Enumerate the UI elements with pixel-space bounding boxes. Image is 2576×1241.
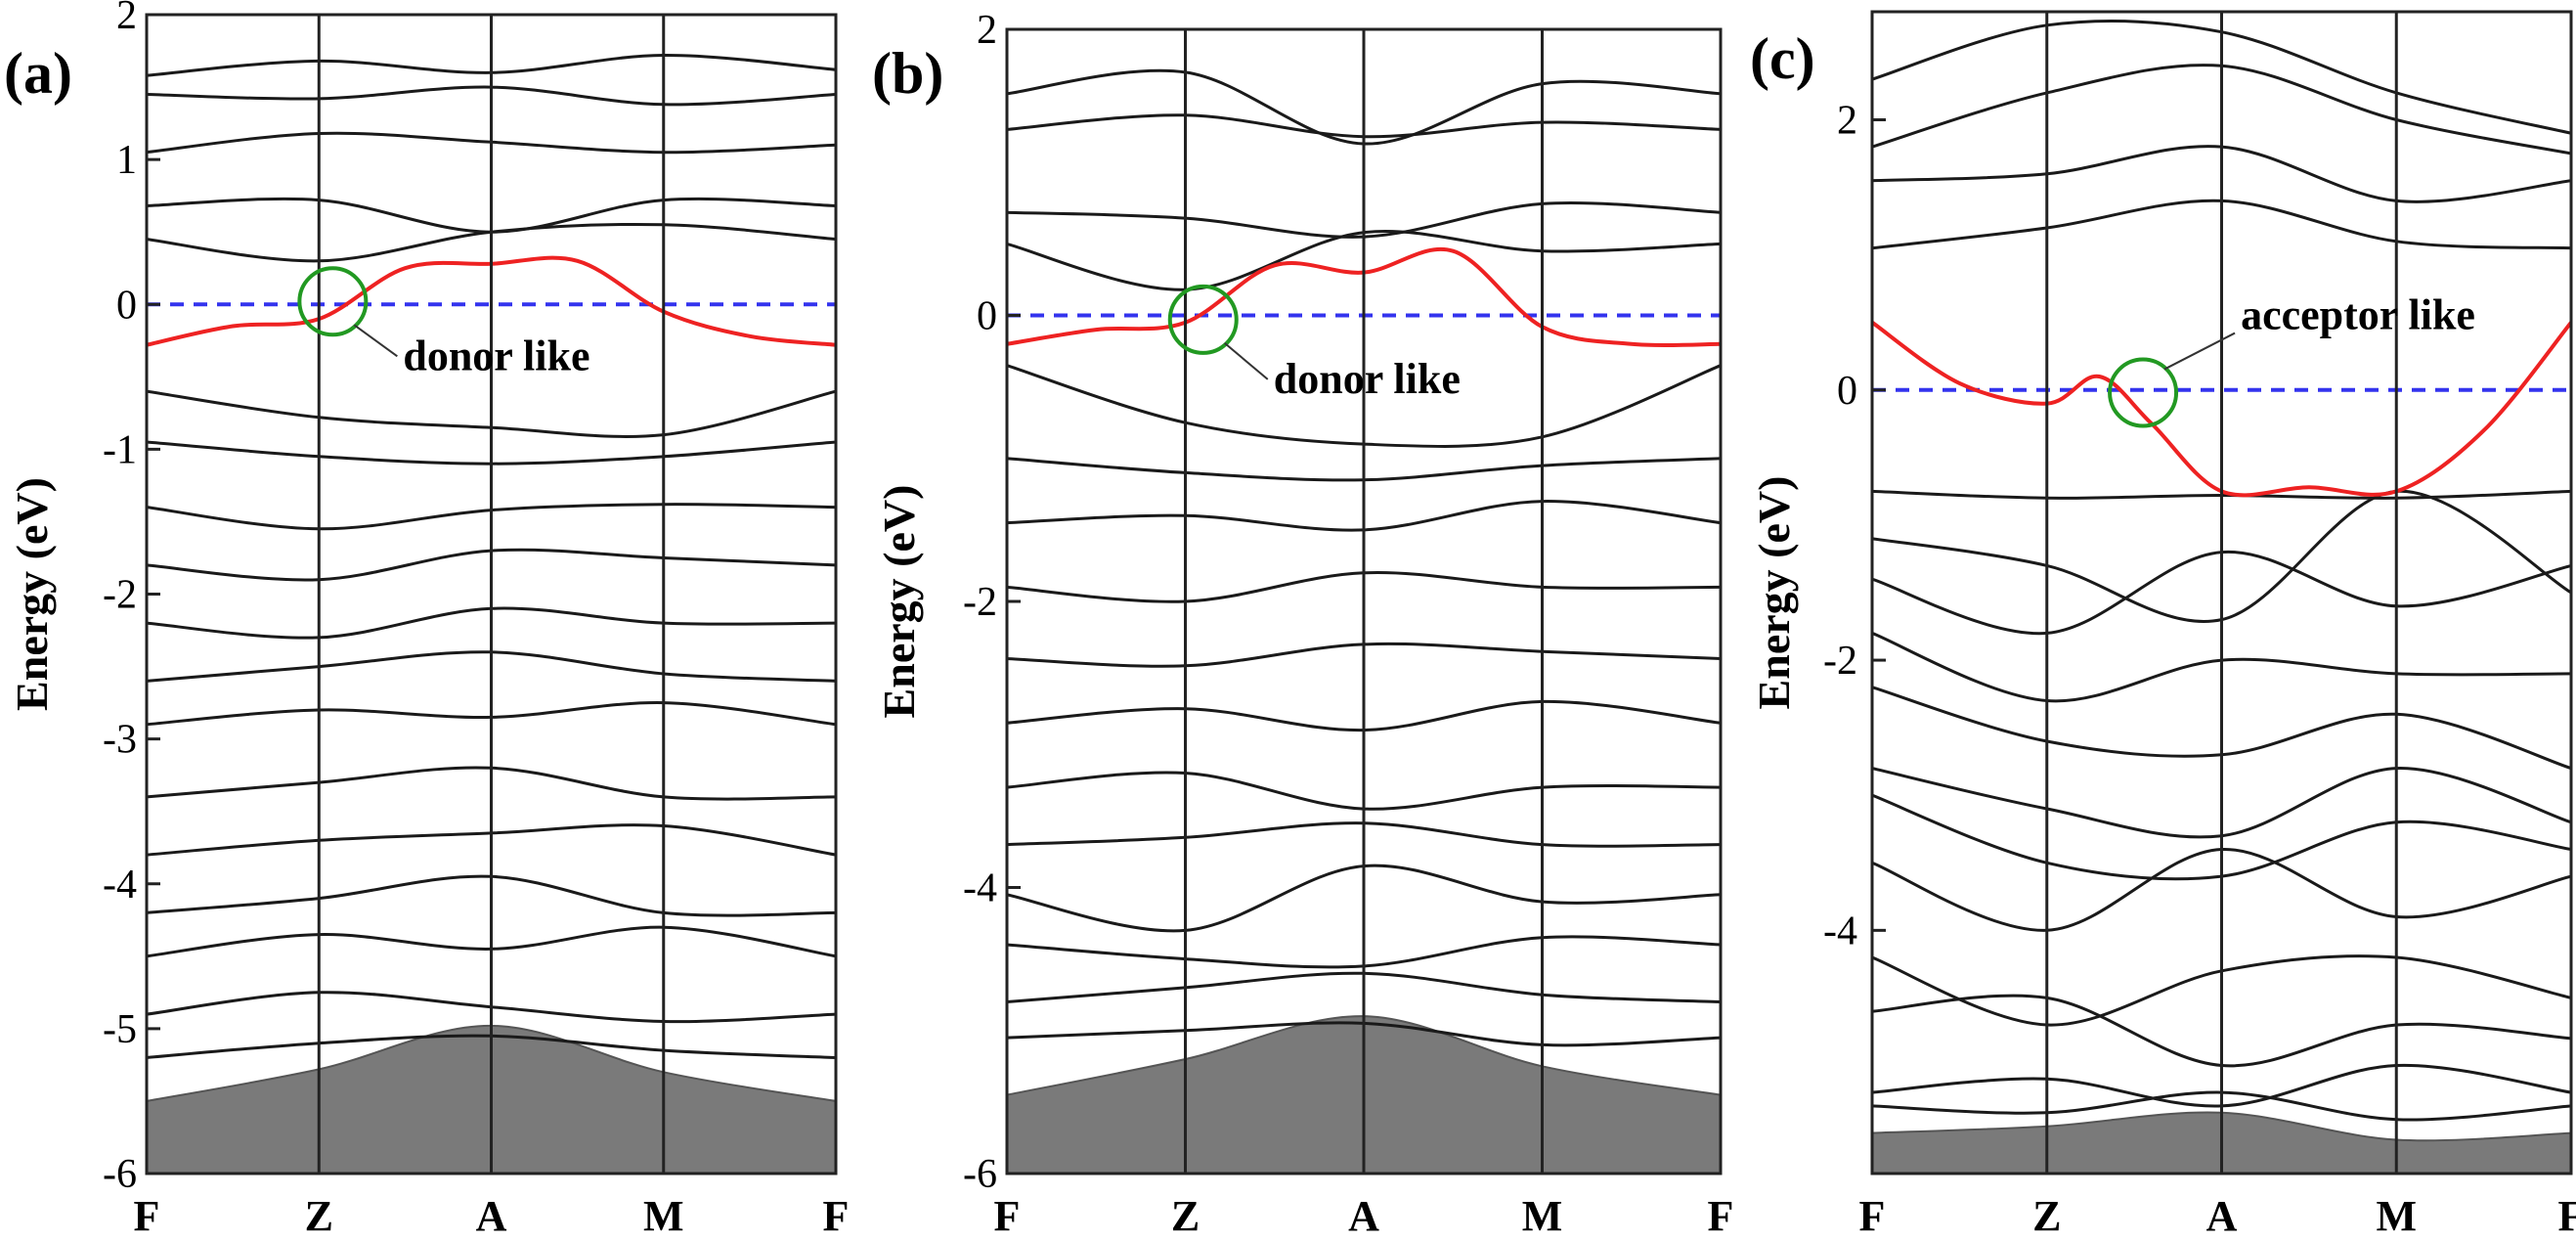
panel-frame: [1870, 10, 2573, 1175]
y-tick-label: 2: [1837, 99, 1857, 144]
x-tick-label: F: [823, 1192, 850, 1240]
x-tick-label: M: [1522, 1192, 1563, 1240]
panel-label: (b): [872, 41, 943, 106]
y-tick-label: 2: [977, 8, 997, 53]
highlight-circle: [2108, 357, 2179, 428]
x-tick-label: F: [1859, 1192, 1886, 1240]
annotation-text: donor like: [403, 332, 589, 379]
y-tick-label: -4: [963, 866, 997, 911]
x-tick-label: A: [476, 1192, 507, 1240]
y-tick-label: 0: [1837, 369, 1857, 414]
y-tick-label: -3: [103, 718, 137, 763]
y-tick-label: 0: [977, 294, 997, 339]
x-tick-label: A: [2206, 1192, 2238, 1240]
y-tick-label: -2: [963, 580, 997, 625]
panel-label: (a): [4, 41, 72, 106]
panel-1: -6 -5 -4 -3 -2 -1 0 1 2 F Z A M F Energy (eV) (a) donor …: [4, 0, 849, 1240]
x-tick-label: M: [2376, 1192, 2417, 1240]
panel-label: (c): [1750, 26, 1815, 91]
annotation-leader: [2163, 332, 2236, 371]
annotation-text: acceptor like: [2241, 291, 2475, 339]
panel-2: -6 -4 -2 0 2 F Z A M F Energy (eV) (b) donor like: [872, 8, 1733, 1240]
x-tick-label: Z: [2032, 1192, 2061, 1240]
y-tick-label: -4: [1823, 909, 1857, 953]
y-tick-label: 1: [116, 138, 137, 183]
x-tick-label: F: [994, 1192, 1021, 1240]
x-tick-label: F: [1708, 1192, 1734, 1240]
annotation-leader: [1224, 342, 1269, 380]
y-axis-label: Energy (eV): [1749, 476, 1799, 710]
x-tick-label: M: [643, 1192, 684, 1240]
x-tick-label: A: [1348, 1192, 1379, 1240]
x-tick-label: Z: [1171, 1192, 1200, 1240]
y-tick-label: -2: [1823, 639, 1857, 684]
y-tick-label: -6: [103, 1152, 137, 1197]
y-tick-label: -2: [103, 573, 137, 618]
y-tick-label: 2: [116, 0, 137, 38]
x-tick-label: F: [134, 1192, 160, 1240]
annotation-leader: [353, 324, 398, 358]
panel-3: -4 -2 0 2 F Z A M F Energy (eV) (c) acceptor like: [1749, 10, 2576, 1240]
y-tick-label: -6: [963, 1152, 997, 1197]
defect-band-line: [1872, 321, 2571, 498]
y-tick-label: -4: [103, 863, 137, 908]
x-tick-label: Z: [305, 1192, 333, 1240]
highlight-circle: [1167, 284, 1239, 355]
y-tick-label: -5: [103, 1007, 137, 1052]
y-tick-label: 0: [116, 283, 137, 328]
y-tick-label: -1: [103, 427, 137, 472]
x-tick-label: F: [2558, 1192, 2576, 1240]
y-axis-label: Energy (eV): [874, 485, 924, 719]
y-axis-label: Energy (eV): [7, 477, 57, 711]
annotation-text: donor like: [1274, 355, 1461, 403]
highlight-circle: [297, 266, 369, 337]
